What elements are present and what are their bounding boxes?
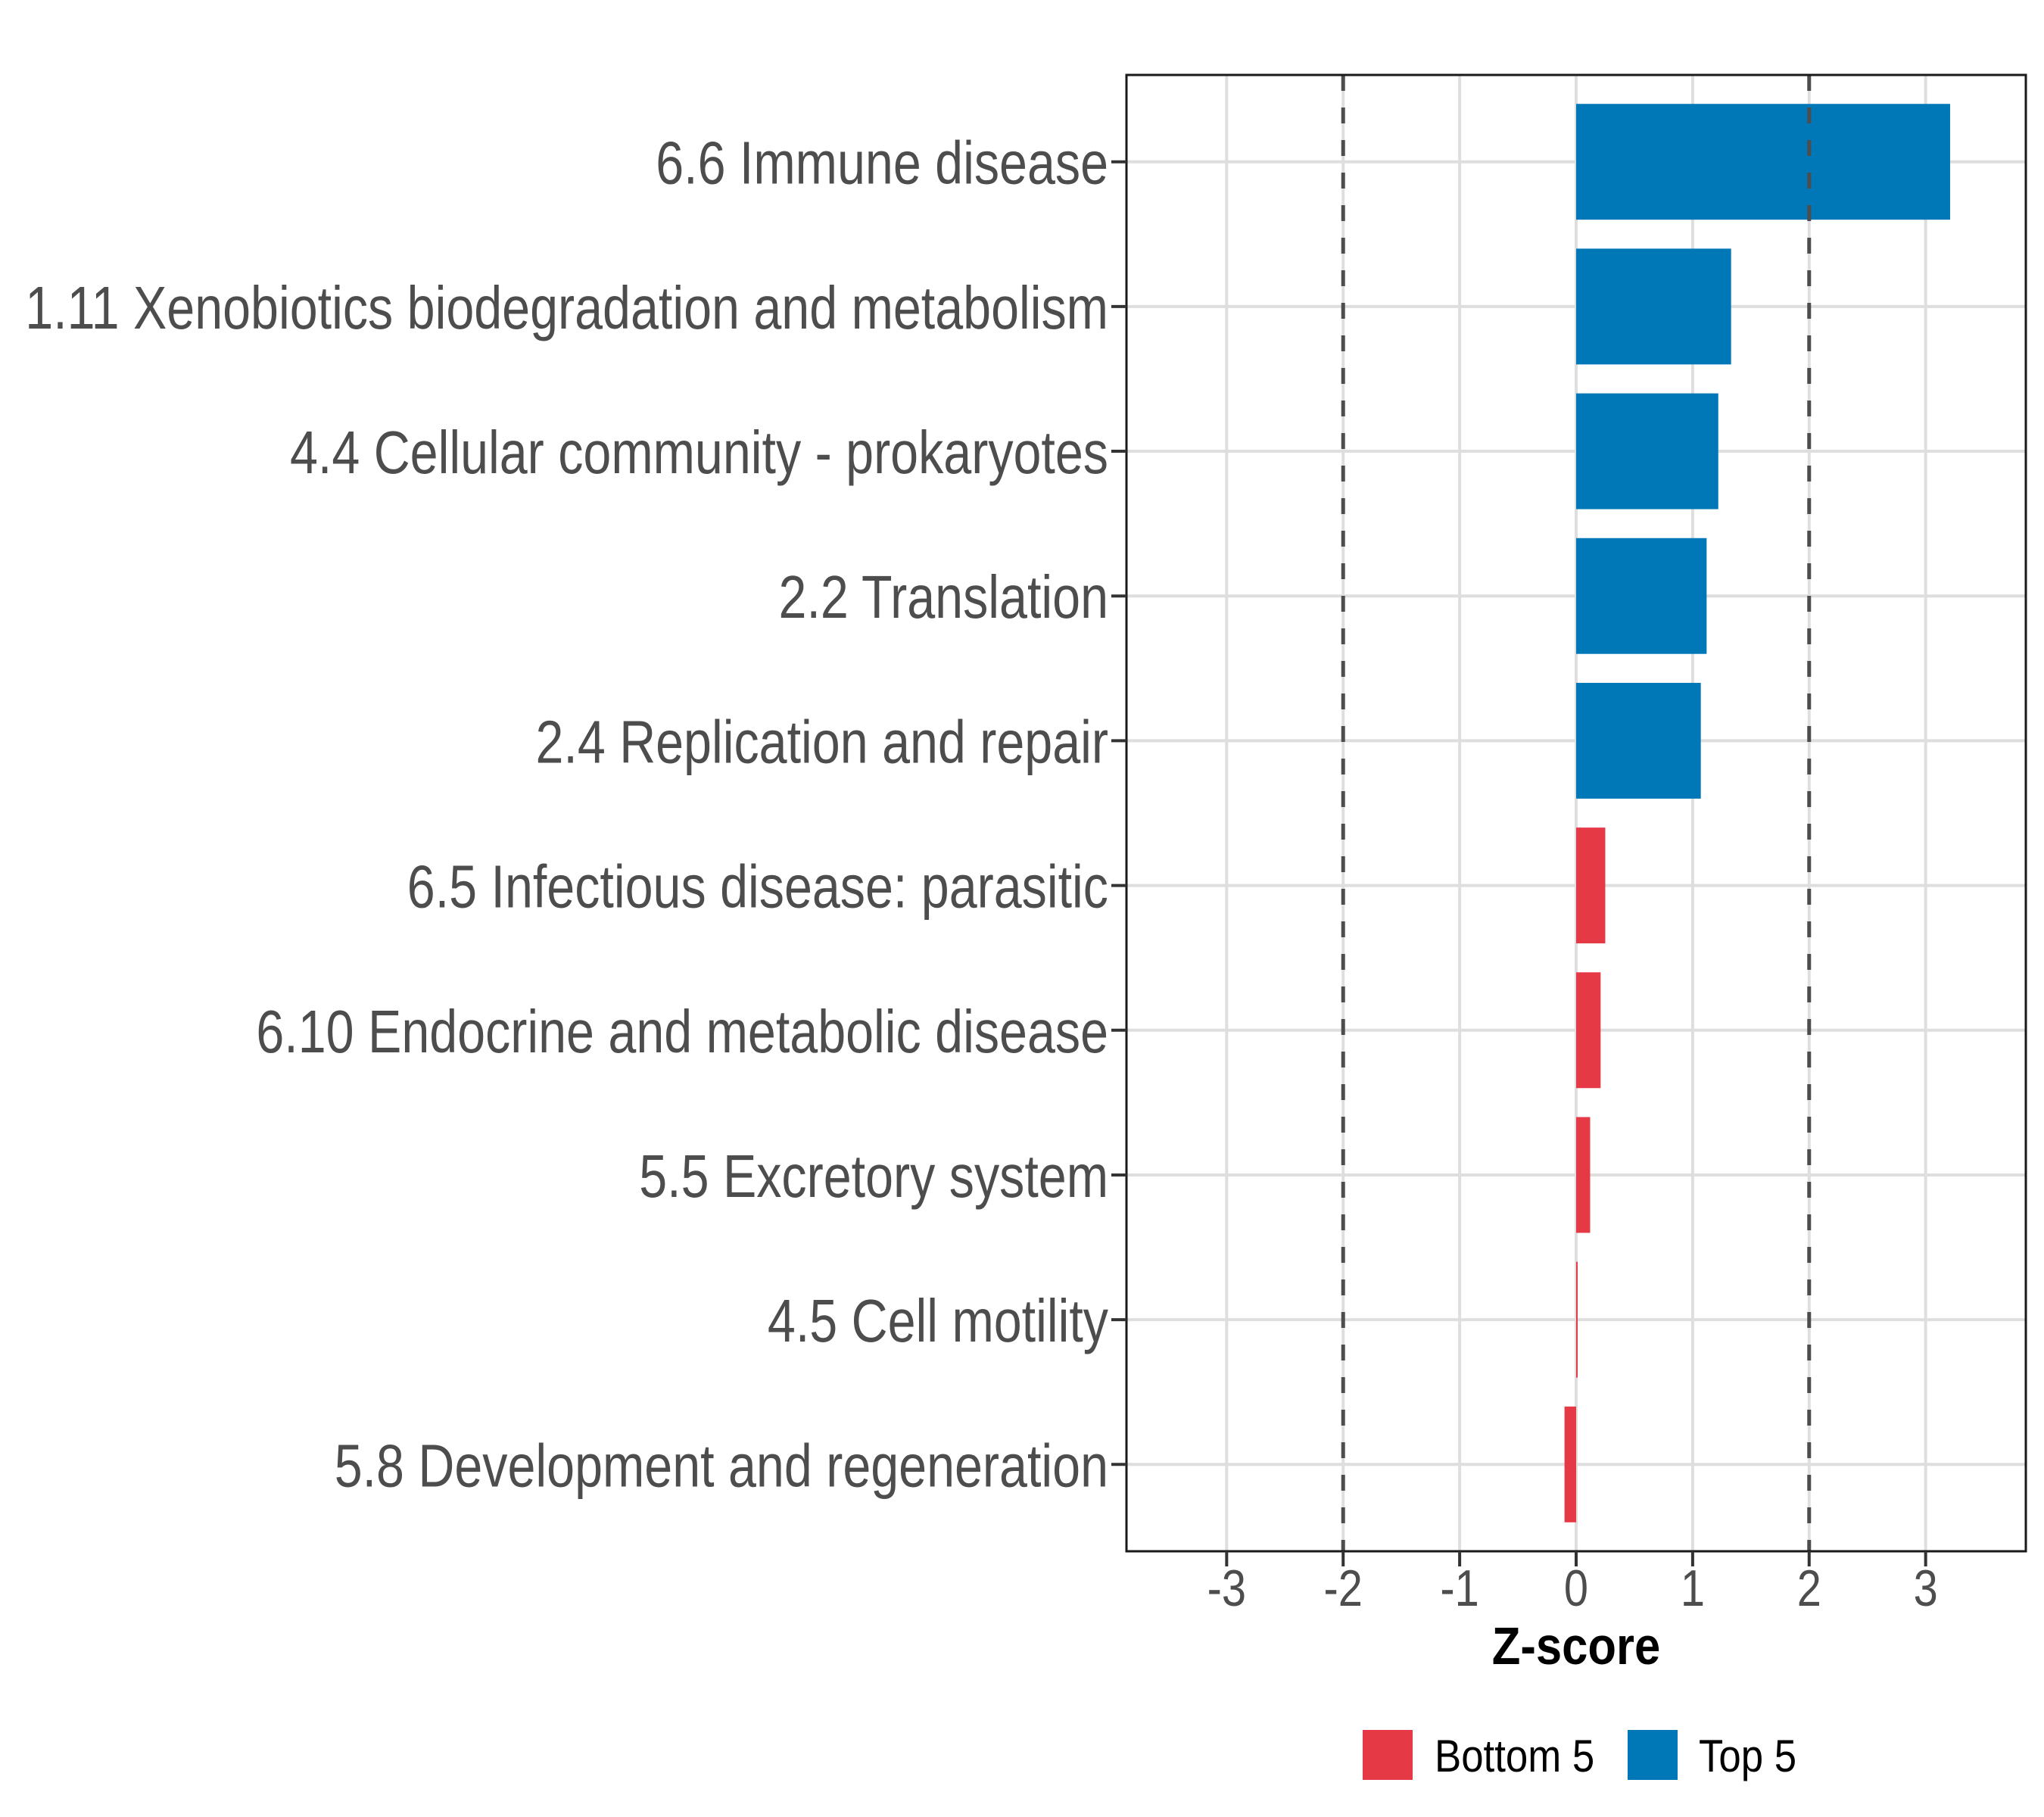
legend-label-bottom-5: Bottom 5 — [1435, 1731, 1594, 1781]
y-tick-label-group: 4.5 Cell motility — [768, 1286, 1108, 1354]
bar-bottom-7 — [1576, 1117, 1591, 1233]
x-tick-label-group: 0 — [1564, 1560, 1588, 1617]
y-tick-label: 1.11 Xenobiotics biodegradation and meta… — [25, 273, 1108, 341]
x-tick-label-group: 3 — [1914, 1560, 1938, 1617]
y-tick-label: 2.2 Translation — [779, 563, 1108, 631]
y-tick-label-group: 5.8 Development and regeneration — [335, 1431, 1108, 1499]
y-tick-label-group: 6.6 Immune disease — [656, 129, 1108, 197]
y-tick-label-group: 1.11 Xenobiotics biodegradation and meta… — [25, 273, 1108, 341]
legend-key-top-5 — [1628, 1730, 1678, 1780]
x-tick-label: -3 — [1207, 1560, 1246, 1617]
x-tick-label-group: 1 — [1681, 1560, 1705, 1617]
x-tick-label-group: -1 — [1440, 1560, 1478, 1617]
bar-bottom-8 — [1576, 1261, 1578, 1378]
x-axis: -3 -2 -1 0 1 2 3 — [1207, 1551, 1938, 1617]
bars — [1564, 104, 1950, 1522]
x-tick-label-group: 2 — [1797, 1560, 1821, 1617]
y-tick-label: 2.4 Replication and repair — [535, 708, 1108, 776]
x-tick-label: -2 — [1324, 1560, 1363, 1617]
bar-top-4 — [1576, 682, 1701, 799]
bar-top-1 — [1576, 248, 1731, 365]
y-tick-label-group: 6.10 Endocrine and metabolic disease — [256, 997, 1108, 1065]
y-tick-label: 5.5 Excretory system — [639, 1142, 1108, 1210]
y-tick-label: 6.10 Endocrine and metabolic disease — [256, 997, 1108, 1065]
legend-label-top-5: Top 5 — [1699, 1731, 1796, 1781]
x-tick-label: 1 — [1681, 1560, 1705, 1617]
y-tick-label-group: 4.4 Cellular community - prokaryotes — [290, 418, 1108, 486]
bar-top-0 — [1576, 104, 1950, 220]
x-axis-title: Z-score — [1492, 1616, 1660, 1675]
y-tick-label-group: 5.5 Excretory system — [639, 1142, 1108, 1210]
y-tick-label: 4.5 Cell motility — [768, 1286, 1108, 1354]
x-tick-label-group: -2 — [1324, 1560, 1363, 1617]
x-tick-label: -1 — [1440, 1560, 1478, 1617]
y-tick-label: 4.4 Cellular community - prokaryotes — [290, 418, 1108, 486]
y-tick-label: 6.5 Infectious disease: parasitic — [407, 852, 1108, 921]
y-tick-label-group: 2.2 Translation — [779, 563, 1108, 631]
y-tick-label: 6.6 Immune disease — [656, 129, 1108, 197]
legend-key-bottom-5 — [1363, 1730, 1413, 1780]
bar-bottom-6 — [1576, 972, 1601, 1089]
y-tick-label: 5.8 Development and regeneration — [335, 1431, 1108, 1499]
legend: Bottom 5 Top 5 — [1363, 1730, 1796, 1781]
bar-top-3 — [1576, 538, 1707, 654]
bar-bottom-5 — [1576, 827, 1606, 944]
x-tick-label-group: -3 — [1207, 1560, 1246, 1617]
bar-top-2 — [1576, 393, 1718, 510]
bar-bottom-9 — [1564, 1406, 1576, 1522]
y-tick-label-group: 2.4 Replication and repair — [535, 708, 1108, 776]
x-tick-label: 2 — [1797, 1560, 1821, 1617]
y-axis: 6.6 Immune disease 1.11 Xenobiotics biode… — [25, 129, 1126, 1500]
x-tick-label: 0 — [1564, 1560, 1588, 1617]
x-tick-label: 3 — [1914, 1560, 1938, 1617]
y-tick-label-group: 6.5 Infectious disease: parasitic — [407, 852, 1108, 921]
